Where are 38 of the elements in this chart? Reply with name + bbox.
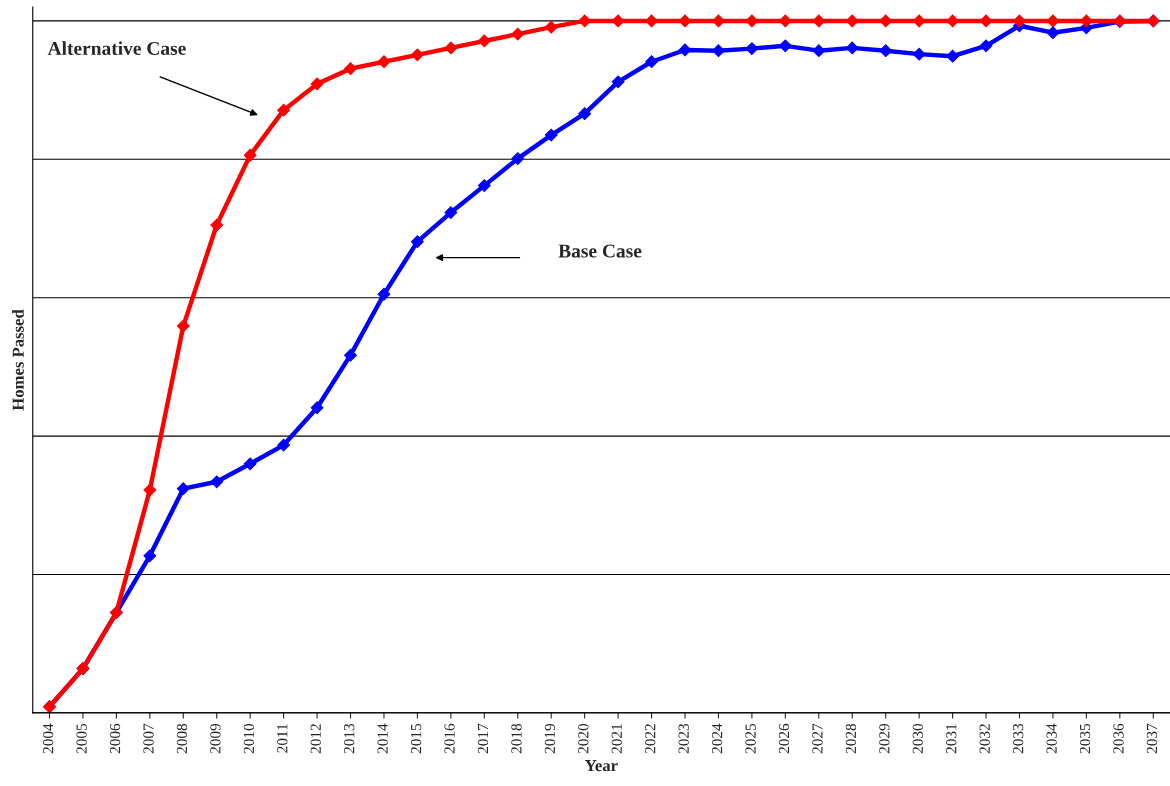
x-tick-label: 2016 [444,723,455,754]
x-tick-label: 2033 [1013,723,1024,754]
annotation: Base Case [558,244,642,258]
y-axis-title: Homes Passed [12,309,24,411]
x-tick-label: 2021 [611,724,622,754]
x-tick-label: 2027 [812,723,823,754]
x-tick-label: 2012 [310,724,321,754]
x-tick-label: 2036 [1113,723,1124,754]
x-tick-label: 2022 [645,724,656,754]
x-tick-label: 2025 [745,723,756,754]
x-tick-label: 2015 [410,723,422,754]
x-tick-label: 2018 [511,723,522,754]
x-tick-label: 2023 [678,723,689,754]
x-tick-label: 2020 [578,723,589,754]
x-tick-label: 2026 [778,723,790,754]
annotation: Alternative Case [47,41,186,55]
x-tick-label: 2032 [979,724,990,754]
x-tick-label: 2037 [1146,723,1158,754]
x-tick-label: 2011 [277,724,288,753]
x-tick-label: 2017 [477,723,489,754]
x-tick-label: 2029 [879,723,890,754]
x-axis-title: Year [585,760,618,772]
x-tick-label: 2004 [43,723,54,754]
x-tick-label: 2035 [1079,723,1091,754]
x-tick-label: 2013 [344,723,355,754]
x-tick-label: 2009 [210,723,221,754]
x-tick-label: 2007 [143,723,154,754]
x-tick-label: 2005 [76,723,87,754]
x-tick-label: 2008 [176,723,188,754]
x-tick-label: 2024 [711,723,723,754]
x-tick-label: 2028 [845,723,857,754]
x-tick-label: 2006 [109,723,121,754]
x-tick-label: 2014 [377,723,388,754]
x-tick-label: 2030 [912,723,923,754]
x-tick-label: 2019 [544,723,556,754]
x-tick-label: 2034 [1046,723,1057,754]
x-tick-label: 2010 [243,723,254,754]
x-tick-label: 2031 [946,724,957,754]
